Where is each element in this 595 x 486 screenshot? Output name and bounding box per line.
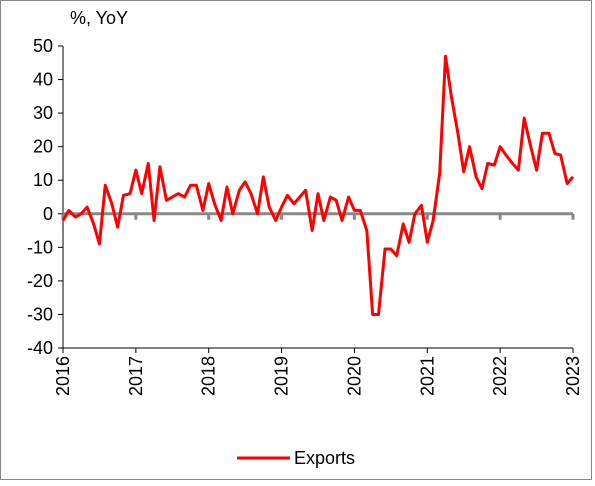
x-tick-label: 2023 (563, 356, 583, 396)
y-tick-label: -40 (27, 338, 53, 358)
data-line (61, 54, 575, 316)
y-tick-label: -30 (27, 304, 53, 324)
x-tick-label: 2018 (199, 356, 219, 396)
y-tick-label: 10 (33, 170, 53, 190)
legend-label: Exports (294, 448, 355, 468)
y-axis-label: %, YoY (70, 8, 128, 28)
x-tick-label: 2017 (126, 356, 146, 396)
y-tick-label: 50 (33, 36, 53, 56)
y-tick-label: 20 (33, 137, 53, 157)
x-tick-label: 2019 (272, 356, 292, 396)
y-tick-label: -20 (27, 271, 53, 291)
x-tick-label: 2016 (53, 356, 73, 396)
x-tick-label: 2020 (344, 356, 364, 396)
y-tick-label: -10 (27, 237, 53, 257)
y-tick-label: 40 (33, 70, 53, 90)
y-tick-label: 0 (43, 204, 53, 224)
x-tick-label: 2022 (490, 356, 510, 396)
x-tick-label: 2021 (417, 356, 437, 396)
y-tick-label: 30 (33, 103, 53, 123)
